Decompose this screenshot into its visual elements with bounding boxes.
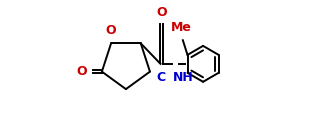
Text: O: O (156, 6, 167, 19)
Text: C: C (156, 71, 165, 84)
Text: Me: Me (171, 21, 192, 34)
Text: NH: NH (173, 71, 194, 84)
Text: O: O (105, 24, 116, 37)
Text: O: O (77, 65, 87, 78)
